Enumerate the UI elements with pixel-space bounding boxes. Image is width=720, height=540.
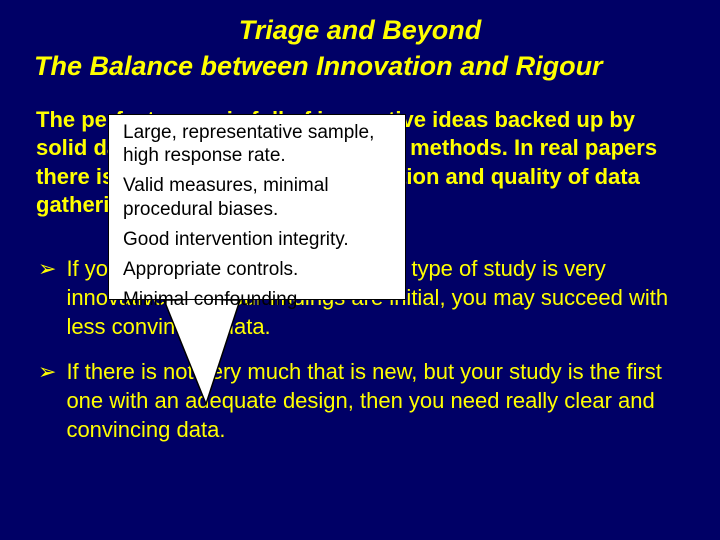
- callout-content: Large, representative sample, high respo…: [123, 121, 393, 311]
- arrow-icon: ➢: [38, 254, 56, 341]
- title-line-1: Triage and Beyond: [30, 14, 690, 48]
- callout-box: Large, representative sample, high respo…: [108, 114, 406, 300]
- bullet-text: If there is not very much that is new, b…: [66, 357, 676, 444]
- slide: Triage and Beyond The Balance between In…: [0, 0, 720, 540]
- callout-line: Appropriate controls.: [123, 258, 393, 281]
- callout-line: Good intervention integrity.: [123, 228, 393, 251]
- list-item: ➢ If there is not very much that is new,…: [38, 357, 676, 444]
- callout-line: Minimal confounding: [123, 288, 393, 311]
- title-line-2: The Balance between Innovation and Rigou…: [30, 50, 690, 84]
- callout-line: Large, representative sample, high respo…: [123, 121, 393, 167]
- arrow-icon: ➢: [38, 357, 56, 444]
- callout-line: Valid measures, minimal procedural biase…: [123, 174, 393, 220]
- callout-tail-icon: [160, 296, 280, 416]
